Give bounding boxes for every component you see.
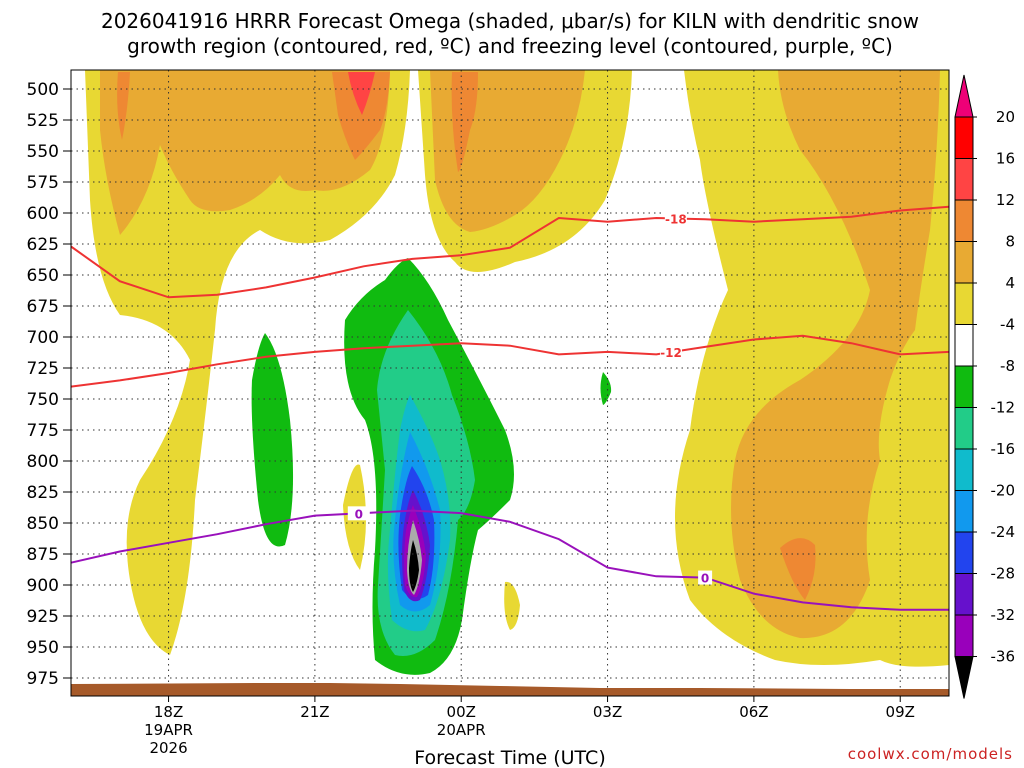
- colorbar-label-5: -4: [1000, 316, 1015, 334]
- omega-shading: [85, 70, 949, 675]
- contour-label-bg-2b: [698, 570, 713, 585]
- colorbar-label-1: 16: [996, 150, 1015, 168]
- colorbar-label-4: 4: [1005, 274, 1015, 292]
- colorbar-label-11: -28: [991, 565, 1016, 583]
- x-tick-year-18Z: 2026: [149, 739, 187, 757]
- colorbar-label-12: -32: [991, 606, 1016, 624]
- contour-label-2: 0: [355, 507, 363, 521]
- x-tick-date-00Z: 20APR: [437, 721, 486, 739]
- colorbar-top-arrow: [954, 74, 974, 118]
- red-area-top: [348, 72, 375, 115]
- colorbar-label-0: 20: [996, 108, 1015, 126]
- y-tick-label-800: 800: [27, 452, 59, 472]
- colorbar-box-12: [954, 614, 974, 657]
- colorbar-box-0: [954, 116, 974, 159]
- x-tick-label-03Z: 03Z: [593, 703, 622, 721]
- pressure-axis: 500 525 550 575 600 625 650 675 700 725 750 775 800 8…: [27, 80, 71, 689]
- contour-label-2b: 0: [701, 572, 709, 586]
- dark-orange-area-right: [780, 538, 816, 600]
- y-tick-label-950: 950: [27, 638, 59, 658]
- y-tick-label-750: 750: [27, 390, 59, 410]
- colorbar-label-8: -16: [991, 440, 1016, 458]
- terrain-ground: [71, 683, 949, 696]
- negative-omega-green-small: [600, 372, 612, 405]
- x-tick-label-21Z: 21Z: [300, 703, 329, 721]
- credit-text: coolwx.com/models: [848, 745, 1013, 763]
- colorbar-box-7: [954, 407, 974, 450]
- y-tick-label-550: 550: [27, 142, 59, 162]
- colorbar-box-4: [954, 282, 974, 325]
- y-tick-label-925: 925: [27, 607, 59, 627]
- y-tick-label-775: 775: [27, 421, 59, 441]
- chart-title-line2: growth region (contoured, red, ºC) and f…: [127, 34, 893, 58]
- y-tick-label-625: 625: [27, 235, 59, 255]
- colorbar-label-2: 12: [996, 191, 1015, 209]
- y-tick-label-600: 600: [27, 204, 59, 224]
- y-tick-label-900: 900: [27, 576, 59, 596]
- x-axis-label: Forecast Time (UTC): [414, 747, 605, 768]
- contour-line-0: [70, 205, 950, 299]
- omega-colorbar: 20 16 12 8 4 -4 -8 -12 -16 -20 -24 -28 -32 -36: [954, 74, 1016, 699]
- y-tick-label-525: 525: [27, 111, 59, 131]
- y-tick-label-825: 825: [27, 483, 59, 503]
- x-tick-label-18Z: 18Z: [154, 703, 183, 721]
- contour-line-1: [70, 334, 950, 388]
- colorbar-label-7: -12: [991, 399, 1016, 417]
- colorbar-label-6: -8: [1000, 357, 1015, 375]
- colorbar-label-10: -24: [991, 523, 1016, 541]
- colorbar-box-2: [954, 199, 974, 242]
- contour-label-bg-1: [659, 345, 682, 360]
- colorbar-label-9: -20: [991, 482, 1016, 500]
- chart-title-line1: 2026041916 HRRR Forecast Omega (shaded, …: [101, 9, 919, 33]
- x-tick-label-06Z: 06Z: [739, 703, 768, 721]
- contour-label-0: -18: [665, 212, 687, 226]
- y-tick-label-650: 650: [27, 266, 59, 286]
- colorbar-box-9: [954, 490, 974, 533]
- temperature-contours: -18 -12 0 0: [70, 205, 950, 611]
- dark-orange-area-mid: [451, 72, 478, 172]
- colorbar-box-6: [954, 365, 974, 408]
- colorbar-box-3: [954, 241, 974, 284]
- y-tick-label-875: 875: [27, 545, 59, 565]
- y-tick-label-975: 975: [27, 669, 59, 689]
- y-tick-label-700: 700: [27, 328, 59, 348]
- y-tick-label-675: 675: [27, 297, 59, 317]
- y-tick-label-575: 575: [27, 173, 59, 193]
- colorbar-box-11: [954, 573, 974, 616]
- x-tick-label-09Z: 09Z: [886, 703, 915, 721]
- positive-omega-bottom: [504, 581, 520, 630]
- colorbar-box-1: [954, 158, 974, 201]
- y-tick-label-850: 850: [27, 514, 59, 534]
- y-tick-label-500: 500: [27, 80, 59, 100]
- orange-area-left: [100, 70, 390, 235]
- positive-omega-area-left: [85, 70, 410, 655]
- colorbar-label-13: -36: [991, 648, 1016, 666]
- contour-label-bg-0: [664, 211, 687, 226]
- colorbar-box-10: [954, 531, 974, 574]
- colorbar-box-5: [954, 324, 974, 367]
- contour-label-1: -12: [660, 346, 682, 360]
- contour-line-2: [70, 509, 949, 611]
- negative-omega-black: [409, 540, 419, 592]
- x-tick-label-00Z: 00Z: [447, 703, 476, 721]
- colorbar-bottom-arrow: [954, 656, 974, 699]
- colorbar-label-3: 8: [1005, 233, 1015, 251]
- colorbar-box-8: [954, 448, 974, 491]
- grid-lines: [71, 70, 949, 696]
- negative-omega-green-left: [251, 333, 294, 547]
- x-tick-date-18Z: 19APR: [144, 721, 193, 739]
- dark-orange-area-top: [332, 72, 390, 160]
- y-tick-label-725: 725: [27, 359, 59, 379]
- contour-label-bg-2: [347, 506, 370, 521]
- plot-frame: [70, 69, 950, 697]
- plot-area: -18 -12 0 0: [70, 69, 950, 697]
